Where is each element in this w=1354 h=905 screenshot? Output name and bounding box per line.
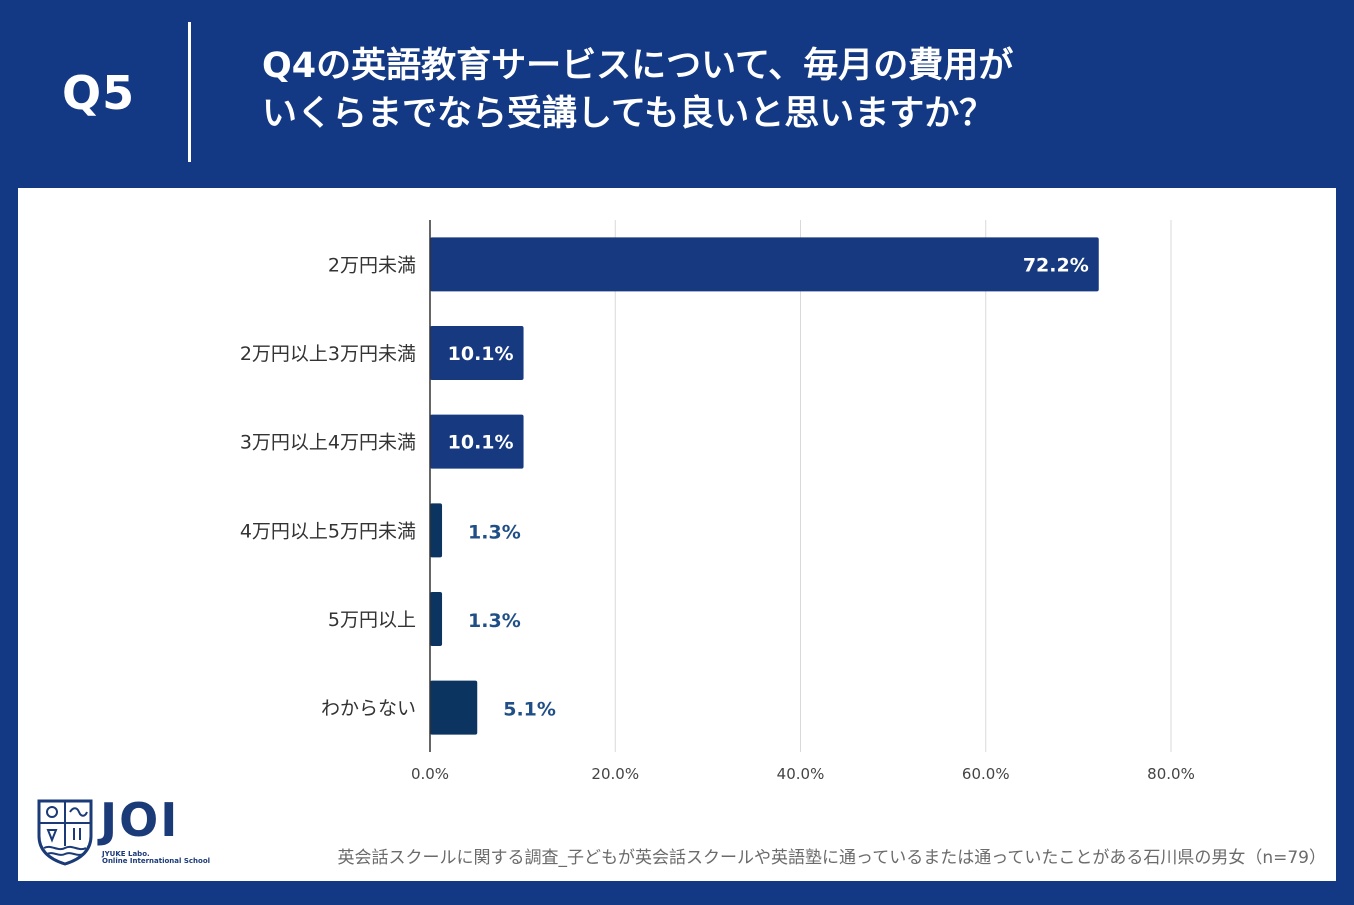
x-tick-label: 60.0% xyxy=(962,765,1010,783)
value-label: 5.1% xyxy=(503,699,556,721)
value-label: 10.1% xyxy=(448,432,514,454)
bar xyxy=(430,237,1099,292)
x-tick-label: 40.0% xyxy=(777,765,825,783)
chart-panel xyxy=(18,188,1336,881)
joi-logo: JOI JYUKE Labo. Online International Sch… xyxy=(36,793,210,870)
survey-footnote: 英会話スクールに関する調査_子どもが英会話スクールや英語塾に通っているまたは通っ… xyxy=(337,848,1326,868)
bar xyxy=(430,503,443,558)
category-label: 3万円以上4万円未満 xyxy=(240,432,416,454)
bar xyxy=(430,414,524,469)
x-tick-label: 0.0% xyxy=(411,765,449,783)
logo-subtitle-2: Online International School xyxy=(102,857,211,865)
school-crest-icon xyxy=(37,799,93,866)
value-label: 1.3% xyxy=(468,610,521,632)
category-label: わからない xyxy=(321,698,416,720)
question-text: Q4の英語教育サービスについて、毎月の費用が いくらまでなら受講しても良いと思い… xyxy=(262,42,1282,138)
x-tick-label: 20.0% xyxy=(591,765,639,783)
category-label: 5万円以上 xyxy=(328,609,416,631)
question-number: Q5 xyxy=(62,66,136,120)
value-label: 1.3% xyxy=(468,521,521,543)
header: Q5 Q4の英語教育サービスについて、毎月の費用が いくらまでなら受講しても良い… xyxy=(0,0,1354,188)
category-label: 4万円以上5万円未満 xyxy=(240,520,416,542)
question-line-2: いくらまでなら受講しても良いと思いますか？ xyxy=(262,94,995,134)
header-divider xyxy=(188,22,191,162)
logo-name: JOI xyxy=(100,793,180,847)
bar xyxy=(430,326,524,380)
value-label: 10.1% xyxy=(448,343,514,365)
category-label: 2万円以上3万円未満 xyxy=(240,343,416,365)
bar xyxy=(430,680,478,735)
value-label: 72.2% xyxy=(1023,254,1089,276)
x-tick-label: 80.0% xyxy=(1147,765,1195,783)
bar xyxy=(430,592,443,646)
category-label: 2万円未満 xyxy=(328,254,416,276)
logo-subtitle-1: JYUKE Labo. xyxy=(102,850,150,858)
question-line-1: Q4の英語教育サービスについて、毎月の費用が xyxy=(262,46,1014,86)
